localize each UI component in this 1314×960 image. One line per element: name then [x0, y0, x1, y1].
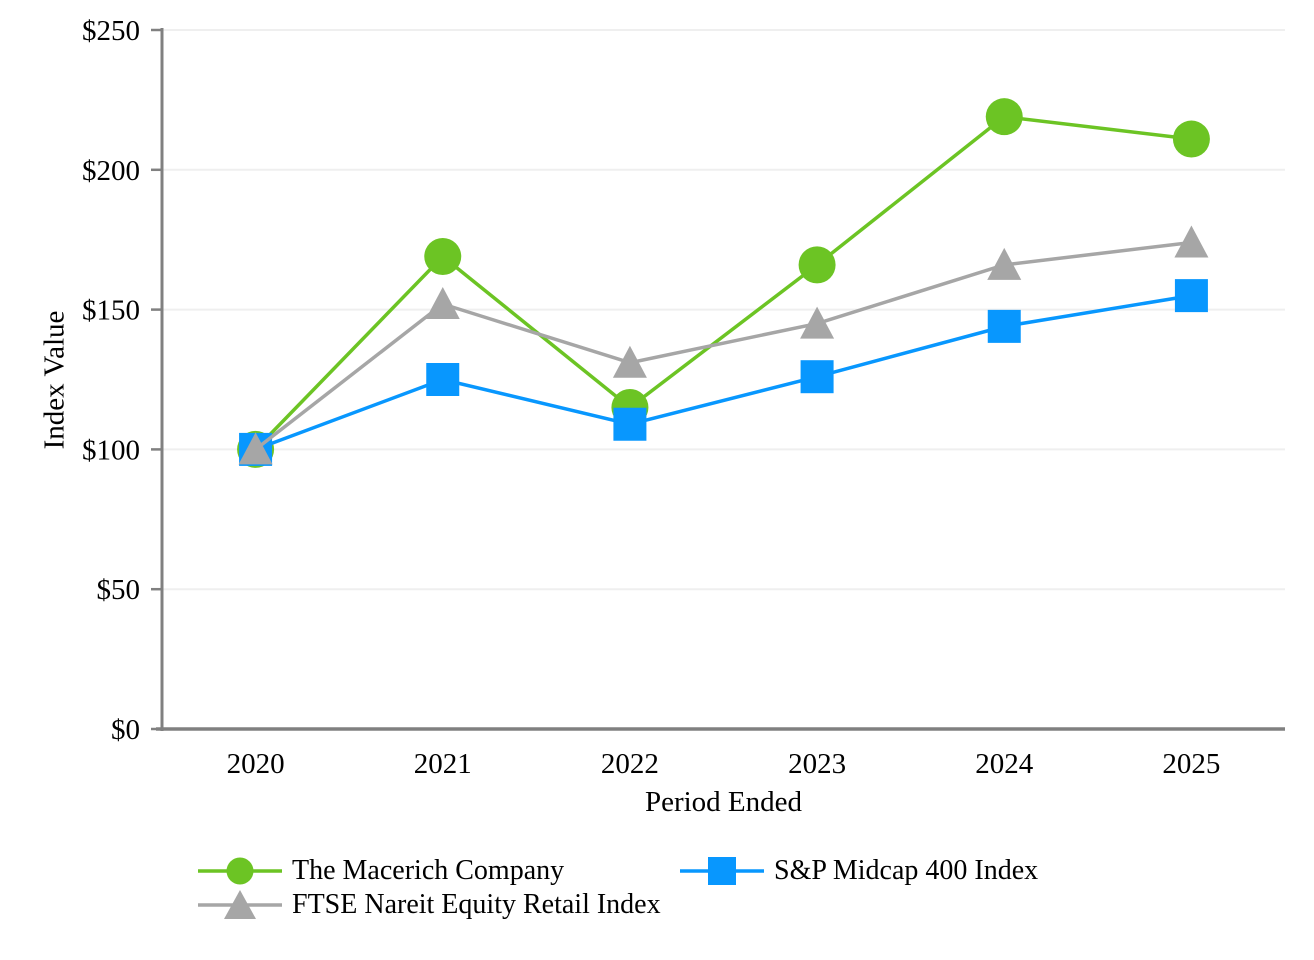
x-tick-label: 2022 — [601, 748, 659, 780]
legend-label-sp-midcap: S&P Midcap 400 Index — [774, 854, 1039, 886]
data-point-s-p-midcap-400-index — [613, 407, 647, 441]
data-point-ftse-nareit-equity-retail-index — [987, 247, 1022, 280]
gray-triangle-series-icon — [198, 889, 282, 919]
data-point-ftse-nareit-equity-retail-index — [800, 306, 835, 339]
data-point-the-macerich-company — [985, 98, 1023, 136]
chart-legend: The Macerich Company S&P Midcap 400 Inde… — [198, 854, 1038, 921]
x-tick-label: 2023 — [788, 748, 846, 780]
x-tick-label: 2020 — [227, 748, 285, 780]
legend-item-ftse-nareit: FTSE Nareit Equity Retail Index — [198, 888, 680, 921]
data-point-the-macerich-company — [1172, 120, 1210, 158]
data-point-s-p-midcap-400-index — [987, 309, 1021, 343]
y-axis-title: Index Value — [38, 310, 71, 450]
data-point-s-p-midcap-400-index — [1174, 279, 1208, 313]
data-point-s-p-midcap-400-index — [800, 360, 834, 394]
legend-label-macerich: The Macerich Company — [292, 854, 565, 886]
y-tick-label: $250 — [82, 15, 140, 47]
y-tick-label: $200 — [82, 155, 140, 187]
square-marker-icon — [708, 856, 736, 885]
x-tick-label: 2021 — [414, 748, 472, 780]
legend-item-macerich: The Macerich Company — [198, 854, 680, 887]
circle-marker-icon — [226, 857, 254, 884]
series-line-the-macerich-company — [254, 114, 1192, 451]
y-tick-label: $50 — [97, 574, 141, 606]
data-point-ftse-nareit-equity-retail-index — [1174, 225, 1209, 258]
line-chart-plot: $0 $50 $100 $150 $200 $250 2020 2021 2022 2023 202… — [82, 15, 1285, 780]
data-point-ftse-nareit-equity-retail-index — [612, 345, 647, 378]
y-tick-label: $0 — [111, 714, 140, 746]
blue-square-series-icon — [680, 856, 764, 885]
y-tick-label: $100 — [82, 434, 140, 466]
series-line-ftse-nareit-equity-retail-index — [254, 240, 1192, 451]
x-tick-label: 2024 — [975, 748, 1034, 780]
data-point-the-macerich-company — [798, 246, 836, 284]
legend-item-sp-midcap: S&P Midcap 400 Index — [680, 854, 1038, 887]
y-tick-label: $150 — [82, 295, 140, 327]
x-axis-title: Period Ended — [644, 786, 803, 818]
data-point-the-macerich-company — [424, 237, 462, 275]
data-point-s-p-midcap-400-index — [426, 363, 460, 396]
legend-label-ftse-nareit: FTSE Nareit Equity Retail Index — [292, 888, 661, 920]
x-tick-label: 2025 — [1162, 748, 1220, 780]
data-point-ftse-nareit-equity-retail-index — [425, 287, 460, 320]
green-circle-series-icon — [198, 857, 282, 884]
series-line-s-p-midcap-400-index — [254, 293, 1192, 452]
data-point-ftse-nareit-equity-retail-index — [238, 432, 273, 465]
triangle-marker-icon — [224, 889, 256, 919]
